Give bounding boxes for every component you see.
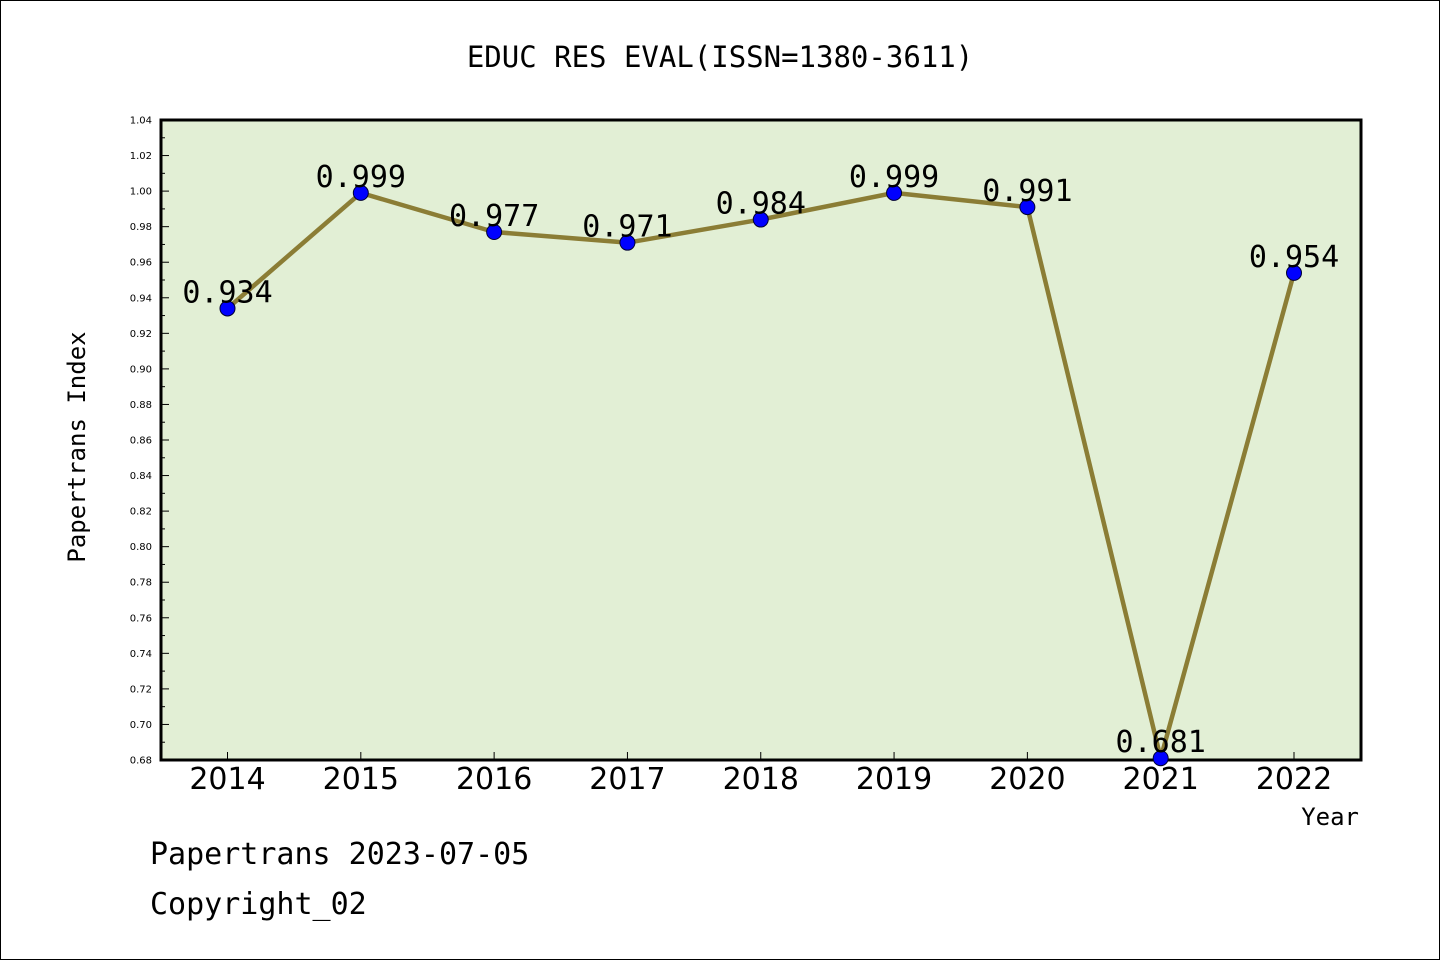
y-tick-label: 1.04 <box>130 116 152 127</box>
data-label: 0.971 <box>582 210 672 245</box>
x-tick-label: 2015 <box>323 762 399 797</box>
data-point-marker <box>486 224 503 240</box>
footer-copyright: Copyright_02 <box>150 887 367 922</box>
data-point-marker <box>219 300 236 317</box>
y-tick-label: 0.76 <box>130 613 152 624</box>
data-label: 0.934 <box>182 275 272 310</box>
data-label-group: 0.934 0.999 0.977 0.971 0.984 0.999 0.991 0.681… <box>182 160 1339 760</box>
y-tick-label: 1.02 <box>130 151 152 162</box>
data-point-marker <box>352 184 369 201</box>
x-tick-label: 2022 <box>1256 762 1332 797</box>
x-axis-label: Year <box>1301 803 1359 831</box>
data-point-marker <box>619 234 636 251</box>
x-tick-label: 2021 <box>1123 762 1199 797</box>
data-point-marker <box>1019 199 1036 216</box>
data-label: 0.681 <box>1116 725 1206 760</box>
y-tick-label: 0.96 <box>130 258 152 269</box>
y-tick-label: 0.98 <box>130 222 152 233</box>
x-tick-label: 2019 <box>856 762 932 797</box>
y-tick-label: 0.78 <box>130 578 152 589</box>
y-tick-label: 0.80 <box>130 542 152 553</box>
y-tick-label: 0.84 <box>130 471 152 482</box>
y-tick-label: 0.92 <box>130 329 152 340</box>
data-label: 0.984 <box>716 187 806 222</box>
y-tick-label: 0.90 <box>130 364 152 375</box>
data-label: 0.977 <box>449 199 539 234</box>
y-tick-label: 0.86 <box>130 436 152 447</box>
y-tick-label: 0.88 <box>130 400 152 411</box>
y-tick-label: 0.70 <box>130 720 152 731</box>
data-point-marker <box>1152 750 1169 767</box>
footer-date: Papertrans 2023-07-05 <box>150 837 529 872</box>
y-axis: 0.68 0.70 0.72 0.74 0.76 0.78 0.80 0.82 0.84 0.86… <box>130 116 169 767</box>
x-tick-label: 2018 <box>723 762 799 797</box>
data-point-marker <box>1286 264 1302 281</box>
y-tick-label: 0.74 <box>130 649 152 660</box>
y-tick-label: 0.72 <box>130 684 152 695</box>
x-tick-label: 2016 <box>456 762 532 797</box>
data-point-marker <box>886 184 903 201</box>
data-label: 0.999 <box>316 160 406 195</box>
data-label: 0.999 <box>849 160 939 195</box>
y-tick-label: 0.68 <box>130 756 152 767</box>
marker-group <box>219 184 1302 767</box>
y-axis-label: Papertrans Index <box>63 331 91 562</box>
y-tick-label: 0.94 <box>130 293 152 304</box>
x-tick-label: 2014 <box>189 762 265 797</box>
x-tick-label: 2020 <box>989 762 1065 797</box>
x-tick-label: 2017 <box>589 762 665 797</box>
y-tick-label: 0.82 <box>130 507 152 518</box>
x-axis: 2014 2015 2016 2017 2018 2019 2020 2021 2022 <box>189 752 1332 797</box>
data-label: 0.954 <box>1249 240 1339 275</box>
data-point-marker <box>752 211 769 228</box>
data-label: 0.991 <box>982 174 1072 209</box>
y-tick-label: 1.00 <box>130 187 152 198</box>
chart-title: EDUC RES EVAL(ISSN=1380-3611) <box>467 40 973 74</box>
